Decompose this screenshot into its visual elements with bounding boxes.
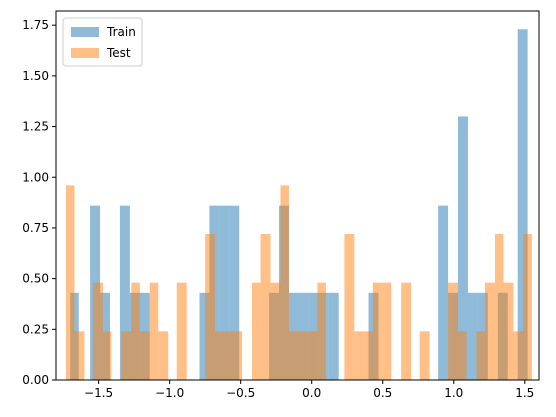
bar-test-1 (74, 331, 85, 380)
x-tick-label-1: −1.0 (155, 386, 184, 400)
x-axis: −1.5 −1.0 −0.5 0.0 0.5 1.0 1.5 (84, 380, 534, 400)
bar-test-16 (270, 282, 281, 380)
bar-test-3 (102, 331, 112, 380)
bar-test-2 (92, 282, 103, 380)
bar-test-8 (158, 331, 169, 380)
bar-test-28 (419, 331, 430, 380)
bar-test-17 (280, 185, 289, 380)
bar-test-26 (382, 282, 392, 380)
bar-test-18 (288, 331, 299, 380)
bar-test-34 (503, 282, 514, 380)
bar-test-24 (364, 331, 373, 380)
bar-train-21 (467, 292, 478, 380)
legend-label-train: Train (106, 25, 136, 39)
bar-test-36 (523, 234, 532, 380)
bar-train-20 (458, 116, 468, 381)
bar-test-21 (317, 282, 326, 380)
bar-test-27 (401, 282, 412, 380)
x-tick-label-6: 1.5 (515, 386, 534, 400)
bar-test-33 (494, 234, 504, 380)
bar-test-25 (372, 282, 383, 380)
plot-frame (55, 10, 540, 381)
bar-test-7 (149, 282, 159, 380)
bar-test-19 (298, 331, 308, 380)
bar-test-31 (476, 331, 486, 380)
legend-label-test: Test (106, 46, 131, 60)
bar-test-12 (223, 331, 234, 380)
bar-test-4 (121, 331, 132, 380)
legend-swatch-train (71, 27, 99, 37)
y-tick-label-6: 1.50 (22, 69, 49, 83)
y-tick-label-0: 0.00 (22, 373, 49, 387)
y-tick-label-7: 1.75 (22, 18, 49, 32)
bar-test-10 (205, 234, 216, 380)
y-tick-label-3: 0.75 (22, 221, 49, 235)
bar-train-16 (328, 292, 339, 380)
legend: Train Test (62, 17, 143, 67)
bar-test-29 (448, 282, 459, 380)
bar-train-9 (229, 205, 240, 380)
bar-test-23 (354, 331, 365, 380)
bar-train-6 (199, 292, 210, 380)
bar-test-35 (513, 331, 524, 380)
bar-test-15 (260, 234, 271, 380)
x-tick-label-5: 1.0 (444, 386, 463, 400)
bar-train-18 (438, 205, 449, 380)
y-tick-label-1: 0.25 (22, 322, 49, 336)
legend-swatch-test (71, 48, 99, 58)
bar-test-14 (252, 282, 261, 380)
y-tick-label-4: 1.00 (22, 170, 49, 184)
x-tick-label-4: 0.5 (373, 386, 392, 400)
bar-test-6 (139, 331, 150, 380)
bar-test-13 (233, 331, 243, 380)
bar-test-32 (485, 282, 495, 380)
bar-test-20 (307, 331, 318, 380)
bar-test-11 (215, 331, 224, 380)
y-tick-label-2: 0.50 (22, 272, 49, 286)
x-tick-label-2: −0.5 (226, 386, 255, 400)
bar-test-30 (458, 331, 467, 380)
y-axis: 0.00 0.25 0.50 0.75 1.00 1.25 1.50 1.75 (22, 18, 56, 387)
bar-train-3 (119, 205, 130, 380)
y-tick-label-5: 1.25 (22, 120, 49, 134)
bar-test-22 (344, 234, 355, 380)
bar-train-8 (219, 205, 230, 380)
x-tick-label-0: −1.5 (84, 386, 113, 400)
bar-train-24 (517, 29, 528, 380)
bar-test-0 (65, 185, 75, 380)
x-tick-label-3: 0.0 (302, 386, 321, 400)
bar-test-5 (131, 282, 140, 380)
series-test-bars (65, 185, 532, 380)
bar-test-9 (176, 282, 187, 380)
